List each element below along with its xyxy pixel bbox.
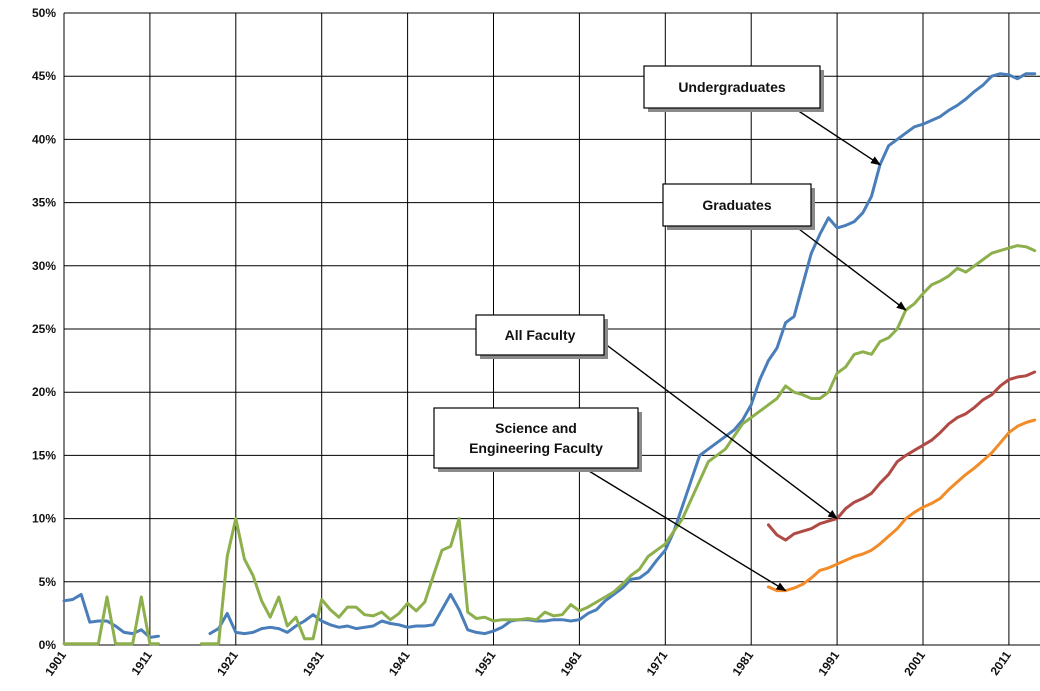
y-tick-label: 50% [32, 6, 56, 20]
callout-box [475, 314, 605, 356]
callout-label: Graduates [702, 197, 771, 213]
callout-label: All Faculty [505, 327, 576, 343]
series-line-science-engineering-faculty [766, 418, 1037, 593]
callout-arrow [583, 467, 787, 592]
y-axis-tick-labels: 0% 5% 10% 15% 20% 25% 30% 35% 40% 45% 50% [32, 6, 56, 652]
series-line-graduates [62, 595, 160, 646]
x-tick-label: 1971 [644, 648, 671, 678]
y-tick-label: 15% [32, 448, 56, 462]
y-tick-label: 45% [32, 69, 56, 83]
callout-arrow [599, 339, 838, 520]
callout-undergraduates: Undergraduates [643, 65, 881, 166]
y-tick-label: 40% [32, 132, 56, 146]
callout-science-engineering-faculty: Science and Engineering Faculty [433, 407, 787, 592]
callout-graduates: Graduates [662, 183, 907, 311]
y-tick-label: 25% [32, 322, 56, 336]
callouts: Undergraduates Graduates All Faculty Scienc… [433, 65, 907, 592]
callout-label: Undergraduates [678, 79, 786, 95]
callout-label: Engineering Faculty [469, 440, 603, 456]
y-tick-label: 20% [32, 385, 56, 399]
x-tick-label: 1911 [129, 648, 156, 678]
callout-all-faculty: All Faculty [475, 314, 838, 520]
x-tick-label: 1921 [214, 648, 241, 678]
callout-label: Science and [495, 420, 577, 436]
series-line-all-faculty [766, 370, 1037, 542]
x-tick-label: 1941 [386, 648, 413, 678]
y-tick-label: 5% [39, 575, 57, 589]
callout-arrow [793, 107, 881, 166]
x-tick-label: 1901 [42, 648, 69, 678]
y-tick-label: 35% [32, 196, 56, 210]
callout-box [643, 65, 821, 109]
series-line-undergraduates [208, 72, 1037, 636]
callout-arrow [794, 225, 907, 311]
y-tick-label: 10% [32, 512, 56, 526]
x-axis-tick-labels: 1901 1911 1921 1931 1941 1951 1961 1971 1981 1991… [42, 648, 1014, 678]
y-tick-label: 30% [32, 259, 56, 273]
x-tick-label: 1961 [558, 648, 585, 678]
data-series [62, 72, 1037, 646]
callout-box [433, 407, 639, 469]
x-tick-label: 1931 [300, 648, 327, 678]
x-tick-label: 1981 [729, 648, 756, 678]
callout-box [662, 183, 812, 227]
x-tick-label: 2011 [988, 648, 1015, 678]
x-tick-label: 1951 [472, 648, 499, 678]
x-tick-label: 2001 [901, 648, 928, 678]
y-tick-label: 0% [39, 638, 57, 652]
x-tick-label: 1991 [815, 648, 842, 678]
series-line-graduates [199, 244, 1037, 646]
